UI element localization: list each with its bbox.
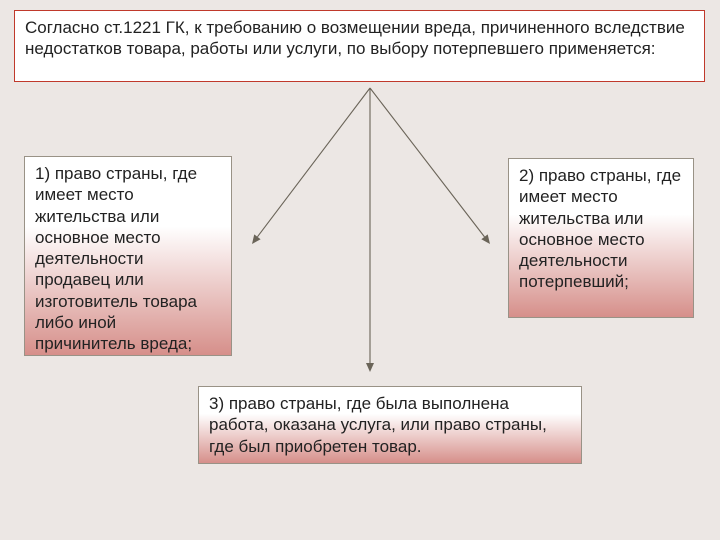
branch-arrows: [0, 0, 720, 540]
